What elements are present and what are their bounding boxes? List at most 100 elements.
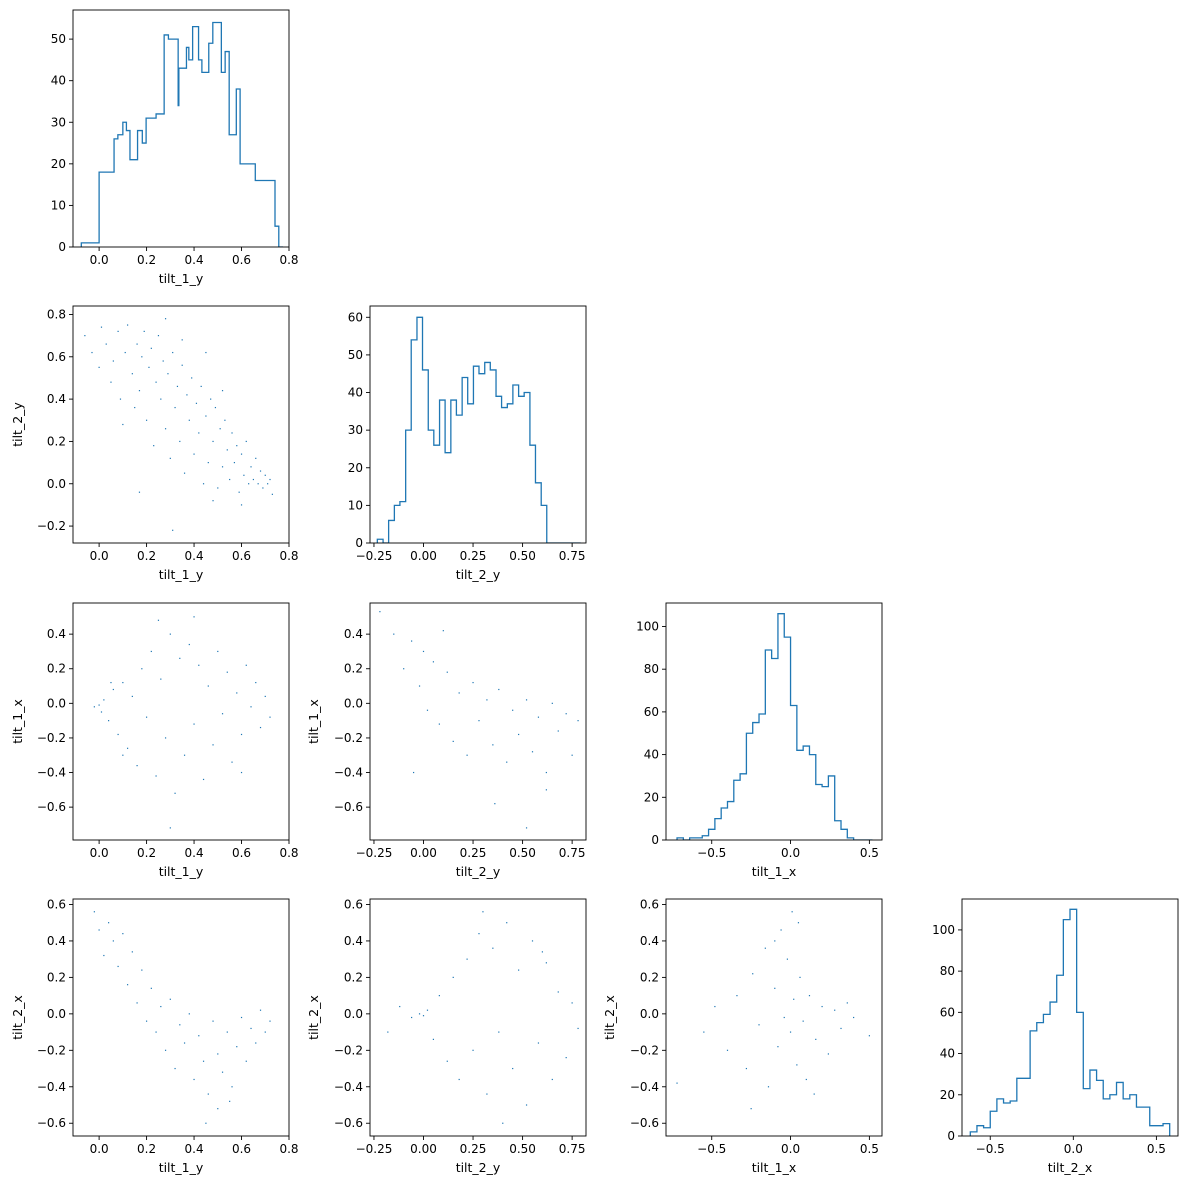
x-tick-label: 0.5 — [1147, 1142, 1166, 1156]
y-tick-label: 0.0 — [344, 696, 363, 710]
scatter-point — [506, 761, 508, 763]
scatter-point — [112, 940, 114, 942]
y-tick-label: −0.6 — [37, 1116, 66, 1130]
scatter-point — [157, 619, 160, 621]
scatter-point — [103, 699, 105, 701]
subplot-tilt_1_x: −0.5 0.0 0.5 0 20 40 60 80 100 tilt_1_x — [636, 602, 883, 879]
scatter-point — [259, 1009, 262, 1011]
y-tick-label: 20 — [644, 790, 659, 804]
scatter-point — [506, 922, 508, 924]
scatter-point — [545, 771, 547, 774]
x-tick-label: −0.25 — [356, 549, 393, 563]
scatter-point — [141, 969, 143, 971]
scatter-point — [426, 709, 429, 711]
x-tick-label: −0.5 — [976, 1142, 1005, 1156]
scatter-point — [452, 976, 454, 978]
scatter-point — [808, 995, 811, 997]
scatter-point — [240, 1016, 243, 1019]
y-tick-label: 0 — [947, 1129, 955, 1143]
scatter-point — [172, 529, 174, 531]
scatter-point — [231, 432, 233, 434]
scatter-point — [212, 744, 214, 746]
scatter-point — [498, 688, 500, 691]
scatter-point — [160, 1005, 162, 1008]
scatter-point — [219, 428, 221, 430]
scatter-point — [119, 398, 122, 400]
scatter-point — [198, 664, 200, 666]
scatter-point — [98, 704, 100, 706]
scatter-point — [703, 1031, 705, 1033]
scatter-point — [126, 747, 129, 749]
scatter-point — [774, 940, 776, 942]
scatter-point — [264, 474, 266, 476]
scatter-point — [131, 951, 133, 953]
x-tick-label: 0.5 — [860, 846, 879, 860]
scatter-point — [236, 445, 238, 447]
scatter-point — [422, 1015, 425, 1017]
x-tick-label: 0.25 — [460, 1142, 487, 1156]
scatter-point — [138, 390, 141, 392]
scatter-point — [148, 366, 150, 368]
y-tick-label: 0.2 — [47, 662, 66, 676]
scatter-point — [262, 487, 264, 489]
scatter-point — [160, 398, 162, 400]
scatter-point — [813, 1093, 815, 1095]
y-tick-label: 50 — [51, 32, 66, 46]
y-tick-label: 0.0 — [47, 696, 66, 710]
scatter-point — [179, 657, 181, 659]
axes-frame — [72, 898, 290, 1137]
y-tick-label: 60 — [940, 1005, 955, 1019]
scatter-point — [195, 402, 198, 404]
scatter-point — [221, 466, 224, 468]
axes-frame — [369, 305, 587, 544]
scatter-point — [164, 428, 167, 430]
scatter-point — [478, 720, 480, 722]
x-tick-label: 0.0 — [90, 1142, 109, 1156]
scatter-point — [840, 1027, 842, 1030]
x-tick-label: 0.6 — [232, 846, 251, 860]
scatter-point — [379, 611, 381, 613]
scatter-point — [176, 385, 179, 388]
x-tick-label: 0.00 — [410, 1142, 437, 1156]
scatter-point — [458, 1078, 460, 1081]
scatter-point — [212, 1020, 214, 1022]
y-tick-label: −0.2 — [37, 519, 66, 533]
scatter-point — [531, 940, 534, 942]
x-tick-label: 0.6 — [232, 253, 251, 267]
scatter-point — [188, 643, 190, 646]
x-tick-label: 0.4 — [185, 846, 204, 860]
scatter-point — [236, 1046, 238, 1048]
y-tick-label: 20 — [51, 157, 66, 171]
x-tick-label: 0.2 — [137, 1142, 156, 1156]
scatter-point — [134, 406, 136, 409]
scatter-point — [478, 933, 480, 935]
x-tick-label: 0.25 — [460, 846, 487, 860]
scatter-point — [512, 1067, 514, 1070]
y-axis-label: tilt_2_x — [306, 995, 321, 1040]
scatter-point — [557, 991, 559, 993]
scatter-point — [141, 356, 143, 358]
y-tick-label: 30 — [348, 423, 363, 437]
y-tick-label: −0.4 — [334, 1080, 363, 1094]
scatter-point — [565, 713, 567, 715]
scatter-point — [537, 716, 540, 718]
scatter-point — [212, 440, 214, 443]
subplot-tilt_1_y-vs-tilt_2_y: 0.0 0.2 0.4 0.6 0.8 −0.2 0.0 0.2 0.4 0.6 0.8 tilt_1… — [10, 305, 299, 582]
scatter-point — [136, 343, 138, 345]
scatter-point — [214, 406, 217, 409]
scatter-point — [518, 969, 520, 971]
y-tick-label: 0.0 — [640, 1007, 659, 1021]
scatter-point — [745, 1067, 748, 1070]
scatter-point — [122, 423, 124, 426]
scatter-point — [198, 432, 200, 434]
y-tick-label: 100 — [636, 619, 659, 633]
scatter-point — [169, 457, 171, 459]
scatter-point — [264, 695, 266, 698]
x-tick-label: 0.00 — [410, 549, 437, 563]
y-tick-label: 100 — [932, 923, 955, 937]
scatter-point — [100, 326, 103, 328]
subplot-tilt_2_y-vs-tilt_2_x: −0.25 0.00 0.25 0.50 0.75 −0.6 −0.4 −0.2 0.0 0.2 0… — [306, 897, 587, 1175]
scatter-point — [93, 911, 95, 913]
y-tick-label: 40 — [644, 748, 659, 762]
